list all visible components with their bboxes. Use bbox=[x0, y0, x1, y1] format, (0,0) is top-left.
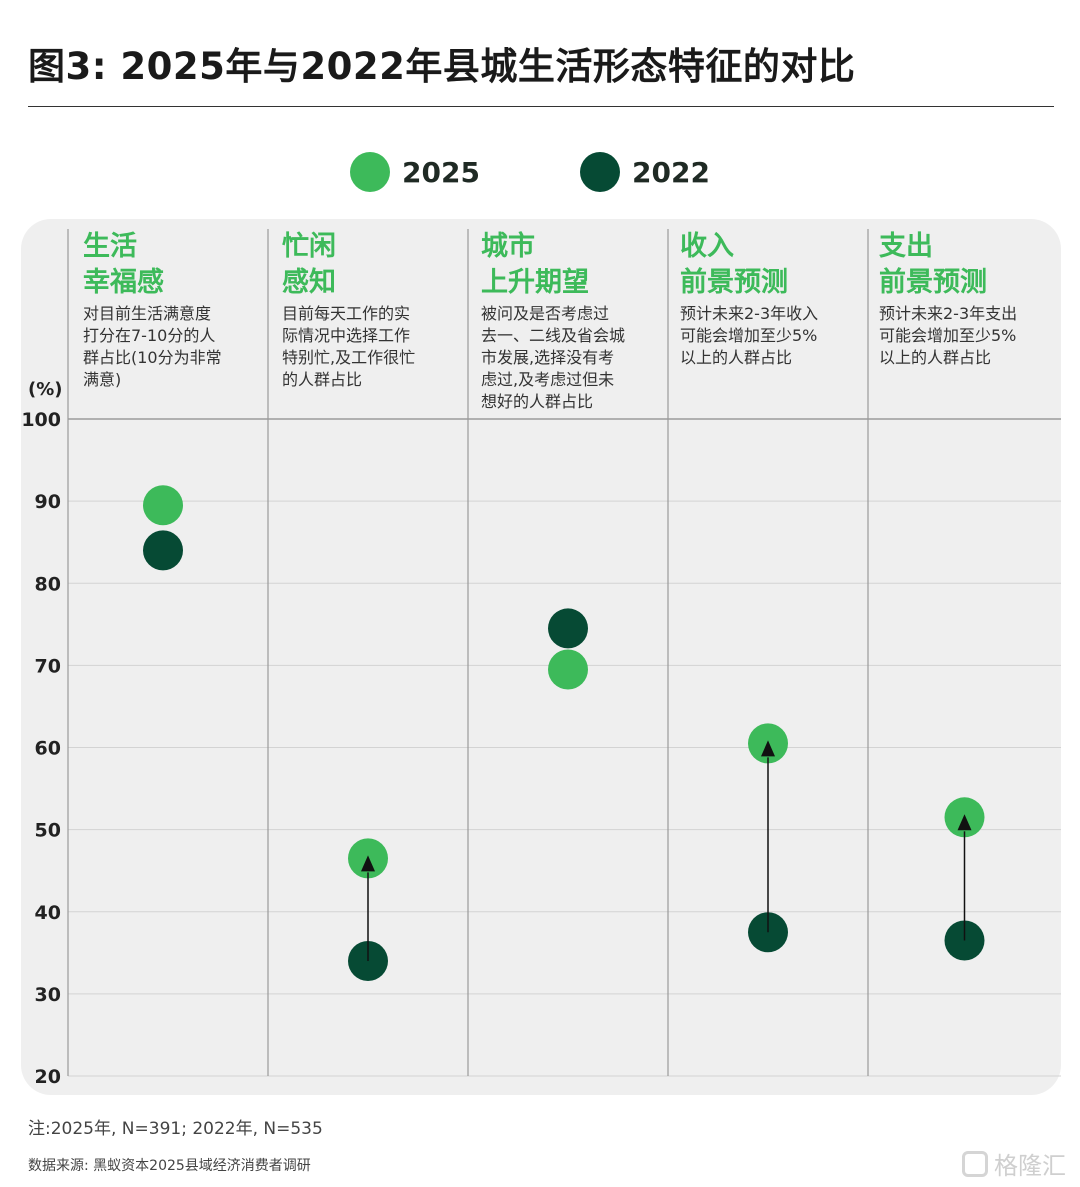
point-2022 bbox=[548, 608, 588, 649]
y-tick-label: 60 bbox=[35, 738, 61, 760]
y-tick-label: 30 bbox=[35, 984, 61, 1006]
column-description: 预计未来2-3年支出 可能会增加至少5% 以上的人群占比 bbox=[879, 304, 1018, 367]
change-arrow-head bbox=[761, 740, 775, 757]
watermark: 格隆汇 bbox=[962, 1146, 1066, 1181]
legend-marker-2022 bbox=[580, 152, 620, 192]
column-header-spending-outlook: 支出 前景预测 预计未来2-3年支出 可能会增加至少5% 以上的人群占比 bbox=[879, 229, 1059, 369]
point-2022 bbox=[143, 530, 183, 571]
column-description: 被问及是否考虑过 去一、二线及省会城 市发展,选择没有考 虑过,及考虑过但未 想… bbox=[481, 304, 626, 411]
y-tick-label: 80 bbox=[35, 573, 61, 595]
y-tick-label: 40 bbox=[35, 902, 61, 924]
column-header-city-aspiration: 城市 上升期望 被问及是否考虑过 去一、二线及省会城 市发展,选择没有考 虑过,… bbox=[481, 229, 661, 413]
watermark-logo-icon bbox=[962, 1150, 988, 1177]
chart-panel bbox=[21, 219, 1061, 1095]
point-2025 bbox=[143, 485, 183, 526]
y-axis-unit: (%) bbox=[28, 379, 63, 400]
data-source: 数据来源: 黑蚁资本2025县域经济消费者调研 bbox=[28, 1158, 311, 1174]
legend-label-2025: 2025 bbox=[402, 155, 480, 189]
legend-label-2022: 2022 bbox=[632, 155, 710, 189]
y-tick-label: 100 bbox=[21, 409, 61, 431]
column-description: 目前每天工作的实 际情况中选择工作 特别忙,及工作很忙 的人群占比 bbox=[282, 304, 416, 389]
column-description: 预计未来2-3年收入 可能会增加至少5% 以上的人群占比 bbox=[680, 304, 819, 367]
column-title: 生活 幸福感 bbox=[83, 231, 164, 298]
y-tick-label: 20 bbox=[35, 1066, 61, 1088]
column-title: 忙闲 感知 bbox=[282, 231, 336, 298]
y-tick-label: 90 bbox=[35, 491, 61, 513]
column-header-happiness: 生活 幸福感 对目前生活满意度 打分在7-10分的人 群占比(10分为非常 满意… bbox=[83, 229, 263, 391]
column-header-income-outlook: 收入 前景预测 预计未来2-3年收入 可能会增加至少5% 以上的人群占比 bbox=[680, 229, 860, 369]
change-arrow-head bbox=[361, 855, 375, 872]
point-2025 bbox=[548, 649, 588, 690]
sample-note: 注:2025年, N=391; 2022年, N=535 bbox=[28, 1119, 323, 1139]
y-tick-label: 50 bbox=[35, 820, 61, 842]
change-arrow-head bbox=[957, 814, 972, 831]
title-divider bbox=[28, 106, 1054, 107]
y-tick-label: 70 bbox=[35, 655, 61, 677]
legend-item-2022: 2022 bbox=[580, 150, 710, 194]
legend-marker-2025 bbox=[350, 152, 390, 192]
column-description: 对目前生活满意度 打分在7-10分的人 群占比(10分为非常 满意) bbox=[83, 304, 222, 389]
watermark-text: 格隆汇 bbox=[994, 1152, 1066, 1180]
chart-title: 图3: 2025年与2022年县城生活形态特征的对比 bbox=[28, 45, 856, 88]
column-title: 收入 前景预测 bbox=[680, 231, 788, 298]
column-header-busyness: 忙闲 感知 目前每天工作的实 际情况中选择工作 特别忙,及工作很忙 的人群占比 bbox=[282, 229, 462, 391]
legend-item-2025: 2025 bbox=[350, 150, 480, 194]
column-title: 城市 上升期望 bbox=[481, 231, 589, 298]
column-title: 支出 前景预测 bbox=[879, 231, 987, 298]
